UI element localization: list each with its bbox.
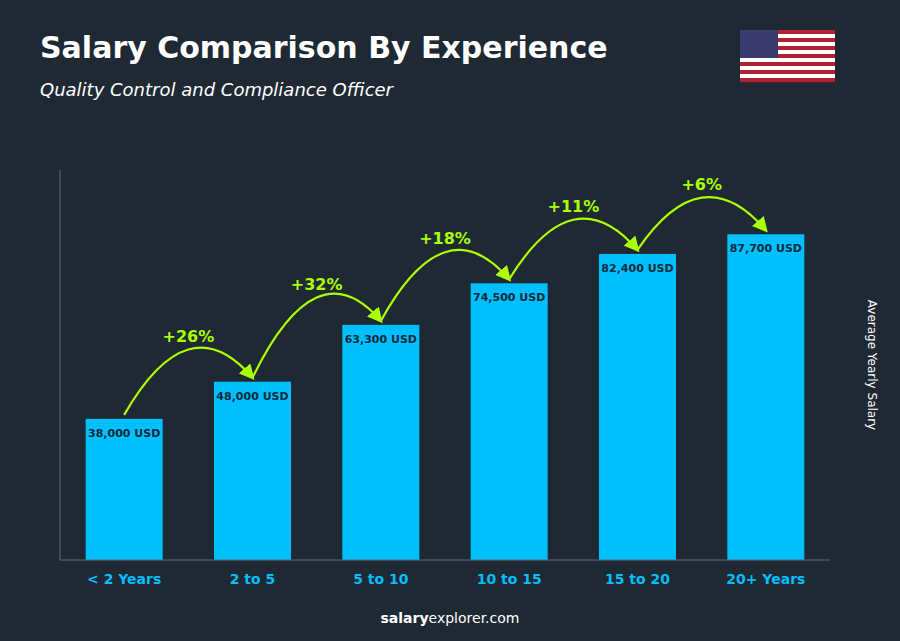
data-label: 38,000 USD <box>88 427 160 440</box>
flag-stripe <box>740 74 835 78</box>
bar <box>599 254 676 560</box>
flag <box>740 30 835 82</box>
annotation: +18% <box>419 229 471 248</box>
data-label: 74,500 USD <box>473 291 545 304</box>
x-tick-label: < 2 Years <box>87 571 161 587</box>
bars <box>86 234 805 560</box>
flag-stripe <box>740 70 835 74</box>
change-arrow <box>381 250 509 321</box>
bar <box>86 419 163 560</box>
flag-stripe <box>740 62 835 66</box>
background <box>0 0 900 641</box>
flag-stripe <box>740 78 835 82</box>
change-arrow <box>124 348 252 415</box>
bar <box>471 283 548 560</box>
chart: Salary Comparison By Experience Quality C… <box>0 0 900 641</box>
x-axis-line <box>60 560 830 561</box>
data-label: 63,300 USD <box>345 333 417 346</box>
change-arrow <box>509 219 637 280</box>
x-tick-label: 15 to 20 <box>605 571 670 587</box>
data-label: 82,400 USD <box>601 262 673 275</box>
annotation: +26% <box>162 327 214 346</box>
annotation: +6% <box>681 175 722 194</box>
data-label: 87,700 USD <box>730 242 802 255</box>
x-tick-label: 20+ Years <box>726 571 805 587</box>
footer: salaryexplorer.com <box>381 610 520 626</box>
bar <box>727 234 804 560</box>
flag-stripe <box>740 66 835 70</box>
y-axis-line <box>60 170 61 560</box>
x-tick-label: 5 to 10 <box>353 571 409 587</box>
footer-part: salary <box>381 610 429 626</box>
subtitle: Quality Control and Compliance Officer <box>40 79 395 100</box>
x-tick-label: 10 to 15 <box>477 571 542 587</box>
bar <box>214 382 291 560</box>
annotation: +32% <box>291 275 343 294</box>
annotation: +11% <box>547 197 599 216</box>
flag-canton <box>740 30 778 58</box>
x-tick-label: 2 to 5 <box>230 571 276 587</box>
data-label: 48,000 USD <box>216 390 288 403</box>
change-arrow <box>253 294 381 378</box>
title: Salary Comparison By Experience <box>40 30 608 65</box>
bar <box>342 325 419 560</box>
flag-stripe <box>740 58 835 62</box>
footer-part: explorer.com <box>429 610 520 626</box>
y-axis-label: Average Yearly Salary <box>865 300 879 430</box>
change-arrow <box>638 197 766 250</box>
